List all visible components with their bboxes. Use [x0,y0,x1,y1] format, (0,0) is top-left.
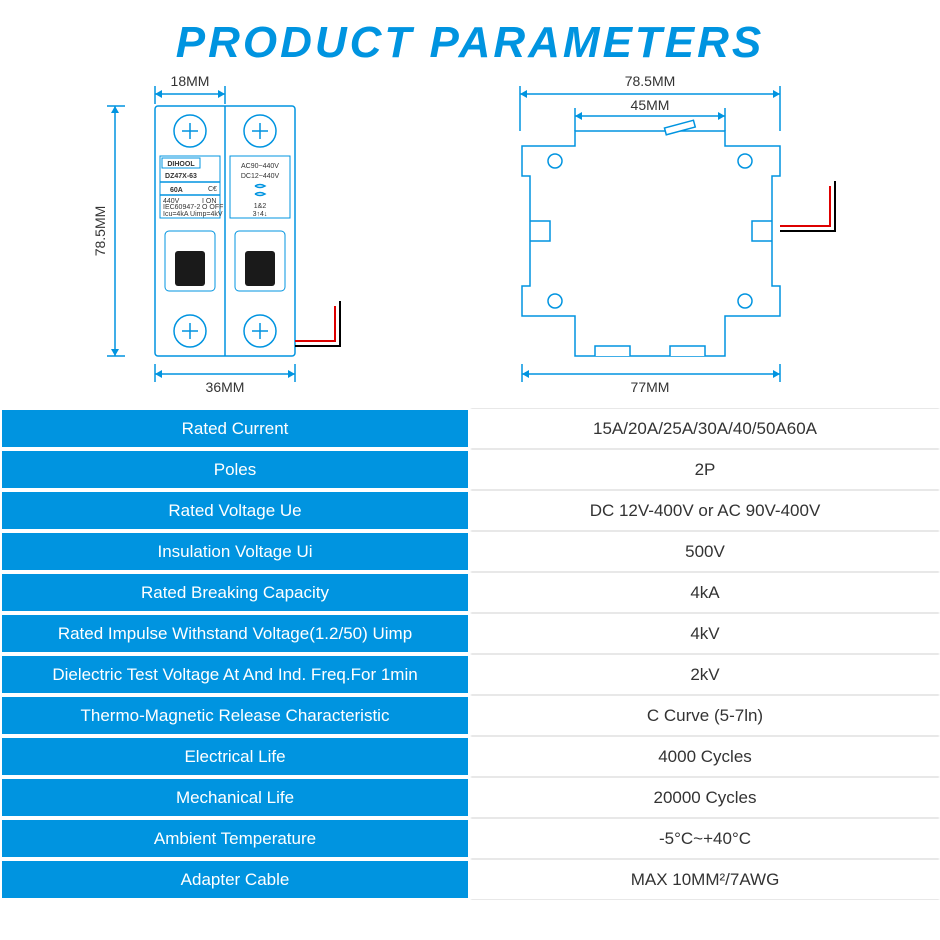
param-name: Insulation Voltage Ui [0,531,470,572]
svg-text:DZ47X-63: DZ47X-63 [165,173,197,180]
table-row: Adapter CableMAX 10MM²/7AWG [0,859,940,900]
diagrams-section: 18MM 78.5MM DIHOOL DZ47 [0,68,940,408]
param-name: Dielectric Test Voltage At And Ind. Freq… [0,654,470,695]
front-view-diagram: 18MM 78.5MM DIHOOL DZ47 [80,76,360,401]
param-name: Ambient Temperature [0,818,470,859]
param-name: Thermo-Magnetic Release Characteristic [0,695,470,736]
table-row: Mechanical Life20000 Cycles [0,777,940,818]
svg-text:Icu=4kA Uimp=4kV: Icu=4kA Uimp=4kV [163,211,223,218]
param-value: 2kV [470,654,940,695]
param-value: 500V [470,531,940,572]
table-row: Poles2P [0,449,940,490]
table-row: Dielectric Test Voltage At And Ind. Freq… [0,654,940,695]
table-row: Ambient Temperature-5°C~+40°C [0,818,940,859]
table-row: Rated Impulse Withstand Voltage(1.2/50) … [0,613,940,654]
svg-text:78.5MM: 78.5MM [92,205,108,256]
svg-text:36MM: 36MM [206,379,245,395]
param-name: Rated Current [0,408,470,449]
param-name: Electrical Life [0,736,470,777]
table-row: Rated Voltage UeDC 12V-400V or AC 90V-40… [0,490,940,531]
side-view-diagram: 78.5MM 45MM [480,76,860,401]
svg-text:DIHOOL: DIHOOL [167,161,195,168]
svg-text:C€: C€ [208,186,217,193]
param-name: Rated Breaking Capacity [0,572,470,613]
svg-text:IEC60947-2: IEC60947-2 [163,204,200,211]
parameters-table: Rated Current15A/20A/25A/30A/40/50A60APo… [0,408,940,900]
svg-text:77MM: 77MM [631,379,670,395]
param-name: Poles [0,449,470,490]
param-name: Rated Voltage Ue [0,490,470,531]
page-title: PRODUCT PARAMETERS [0,0,940,68]
param-name: Adapter Cable [0,859,470,900]
param-value: DC 12V-400V or AC 90V-400V [470,490,940,531]
table-row: Electrical Life4000 Cycles [0,736,940,777]
param-value: 4000 Cycles [470,736,940,777]
svg-text:3↑4↓: 3↑4↓ [253,211,268,218]
svg-text:AC90~440V: AC90~440V [241,163,279,170]
param-value: 4kA [470,572,940,613]
param-value: 2P [470,449,940,490]
param-value: 4kV [470,613,940,654]
param-value: 20000 Cycles [470,777,940,818]
param-value: 15A/20A/25A/30A/40/50A60A [470,408,940,449]
svg-text:1&2: 1&2 [254,203,267,210]
param-value: -5°C~+40°C [470,818,940,859]
param-value: C Curve (5-7ln) [470,695,940,736]
svg-text:18MM: 18MM [171,76,210,89]
param-name: Rated Impulse Withstand Voltage(1.2/50) … [0,613,470,654]
param-value: MAX 10MM²/7AWG [470,859,940,900]
svg-text:O OFF: O OFF [202,204,223,211]
svg-text:60A: 60A [170,187,183,194]
table-row: Rated Breaking Capacity4kA [0,572,940,613]
param-name: Mechanical Life [0,777,470,818]
svg-text:45MM: 45MM [631,97,670,113]
table-row: Insulation Voltage Ui500V [0,531,940,572]
svg-text:78.5MM: 78.5MM [625,76,676,89]
table-row: Rated Current15A/20A/25A/30A/40/50A60A [0,408,940,449]
table-row: Thermo-Magnetic Release CharacteristicC … [0,695,940,736]
svg-text:DC12~440V: DC12~440V [241,173,280,180]
